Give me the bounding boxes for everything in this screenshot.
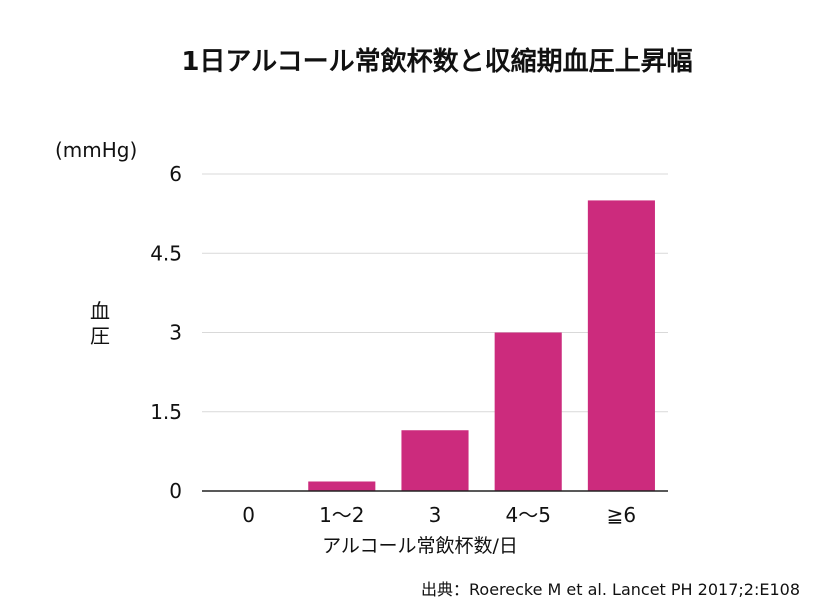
bars: [308, 200, 655, 491]
x-tick-label: 1〜2: [319, 503, 364, 527]
x-tick-label: 4〜5: [505, 503, 550, 527]
x-tick-label: 0: [242, 503, 255, 527]
unit-label: (mmHg): [55, 138, 137, 162]
y-tick-label: 1.5: [150, 400, 182, 424]
bar: [494, 332, 562, 491]
source-note: 出典：Roerecke M et al. Lancet PH 2017;2:E1…: [421, 580, 800, 599]
x-tick-labels: 0 1〜2 3 4〜5 ≧6: [242, 503, 636, 527]
y-axis-title: 血 圧: [90, 299, 110, 348]
y-tick-label: 3: [169, 321, 182, 345]
y-tick-labels: 0 1.5 3 4.5 6: [150, 162, 182, 503]
y-axis-title-char: 圧: [90, 324, 110, 348]
y-tick-label: 4.5: [150, 241, 182, 265]
bar: [587, 200, 655, 491]
y-axis-title-char: 血: [90, 299, 110, 323]
x-tick-label: ≧6: [607, 503, 636, 527]
bar: [308, 481, 376, 491]
y-tick-label: 0: [169, 479, 182, 503]
x-tick-label: 3: [429, 503, 442, 527]
bar: [401, 430, 469, 491]
x-axis-title: アルコール常飲杯数/日: [322, 535, 518, 557]
y-tick-label: 6: [169, 162, 182, 186]
chart-title: 1日アルコール常飲杯数と収縮期血圧上昇幅: [181, 46, 692, 77]
